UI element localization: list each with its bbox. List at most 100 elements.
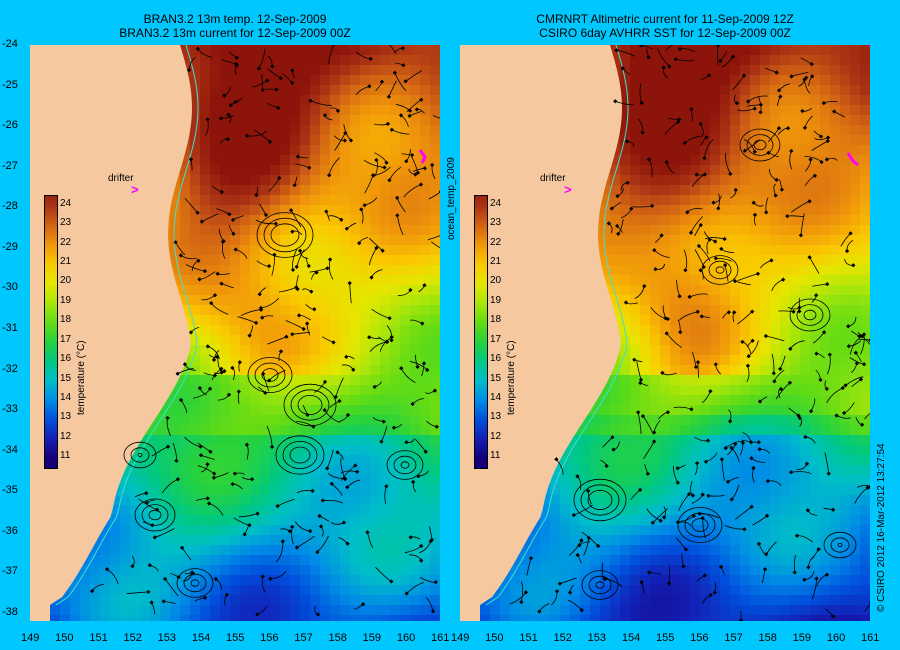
sst-cell [310, 85, 320, 95]
current-arrowhead [237, 360, 242, 365]
sst-cell [160, 605, 170, 615]
sst-cell [320, 55, 330, 65]
current-arrowhead [205, 117, 210, 122]
sst-cell [370, 495, 380, 505]
sst-cell [270, 495, 280, 505]
sst-cell [130, 535, 140, 545]
sst-cell [200, 195, 210, 205]
sst-cell [660, 455, 670, 465]
sst-cell [670, 255, 680, 265]
sst-cell [860, 465, 870, 475]
sst-cell [620, 175, 630, 185]
sst-cell [280, 485, 290, 495]
sst-cell [180, 515, 190, 525]
sst-cell [780, 395, 790, 405]
sst-cell [680, 255, 690, 265]
sst-cell [600, 465, 610, 475]
sst-cell [220, 425, 230, 435]
sst-cell [390, 365, 400, 375]
sst-cell [390, 515, 400, 525]
sst-cell [360, 525, 370, 535]
sst-cell [770, 255, 780, 265]
sst-cell [810, 85, 820, 95]
sst-cell [150, 575, 160, 585]
sst-cell [380, 515, 390, 525]
sst-cell [420, 515, 430, 525]
sst-cell [230, 365, 240, 375]
sst-cell [230, 235, 240, 245]
sst-cell [680, 145, 690, 155]
sst-cell [810, 55, 820, 65]
sst-cell [200, 135, 210, 145]
sst-cell [720, 385, 730, 395]
sst-cell [290, 105, 300, 115]
sst-cell [810, 415, 820, 425]
sst-cell [340, 505, 350, 515]
sst-cell [780, 85, 790, 95]
sst-cell [360, 165, 370, 175]
sst-cell [260, 555, 270, 565]
sst-cell [390, 615, 400, 621]
sst-cell [230, 225, 240, 235]
current-arrowhead [342, 138, 347, 143]
sst-cell [250, 225, 260, 235]
sst-cell [730, 425, 740, 435]
sst-cell [340, 185, 350, 195]
sst-cell [700, 135, 710, 145]
sst-cell [300, 295, 310, 305]
sst-cell [320, 185, 330, 195]
sst-cell [310, 45, 320, 55]
sst-cell [710, 95, 720, 105]
sst-cell [620, 445, 630, 455]
sst-cell [700, 195, 710, 205]
lat-tick-label: -26 [2, 119, 18, 132]
sst-cell [300, 515, 310, 525]
lon-tick-label: 157 [294, 632, 313, 644]
current-arrowhead [234, 55, 239, 61]
sst-cell [300, 485, 310, 495]
current-arrowhead [322, 407, 327, 413]
sst-cell [850, 315, 860, 325]
sst-cell [740, 445, 750, 455]
sst-cell [410, 495, 420, 505]
sst-cell [250, 475, 260, 485]
sst-cell [270, 545, 280, 555]
sst-cell [610, 175, 620, 185]
sst-cell [330, 225, 340, 235]
sst-cell [660, 225, 670, 235]
sst-cell [730, 255, 740, 265]
sst-cell [600, 385, 610, 395]
sst-cell [400, 535, 410, 545]
sst-cell [330, 445, 340, 455]
current-arrowhead [296, 313, 302, 318]
sst-cell [360, 565, 370, 575]
sst-cell [340, 555, 350, 565]
sst-cell [690, 325, 700, 335]
sst-cell [840, 325, 850, 335]
sst-cell [630, 125, 640, 135]
sst-cell [240, 615, 250, 621]
sst-cell [610, 235, 620, 245]
sst-cell [830, 115, 840, 125]
sst-cell [360, 215, 370, 225]
lon-tick-label: 155 [656, 632, 675, 644]
sst-cell [700, 235, 710, 245]
drifter-marker: > [131, 182, 139, 197]
sst-cell [190, 65, 200, 75]
sst-cell [210, 65, 220, 75]
sst-cell [330, 165, 340, 175]
sst-cell [350, 505, 360, 515]
sst-cell [660, 495, 670, 505]
current-streamline [369, 247, 377, 266]
sst-cell [350, 555, 360, 565]
sst-cell [410, 585, 420, 595]
sst-cell [640, 175, 650, 185]
sst-cell [110, 585, 120, 595]
sst-cell [270, 405, 280, 415]
sst-cell [350, 65, 360, 75]
sst-cell [330, 215, 340, 225]
sst-cell [350, 95, 360, 105]
sst-cell [390, 335, 400, 345]
sst-cell [710, 405, 720, 415]
sst-cell [350, 305, 360, 315]
